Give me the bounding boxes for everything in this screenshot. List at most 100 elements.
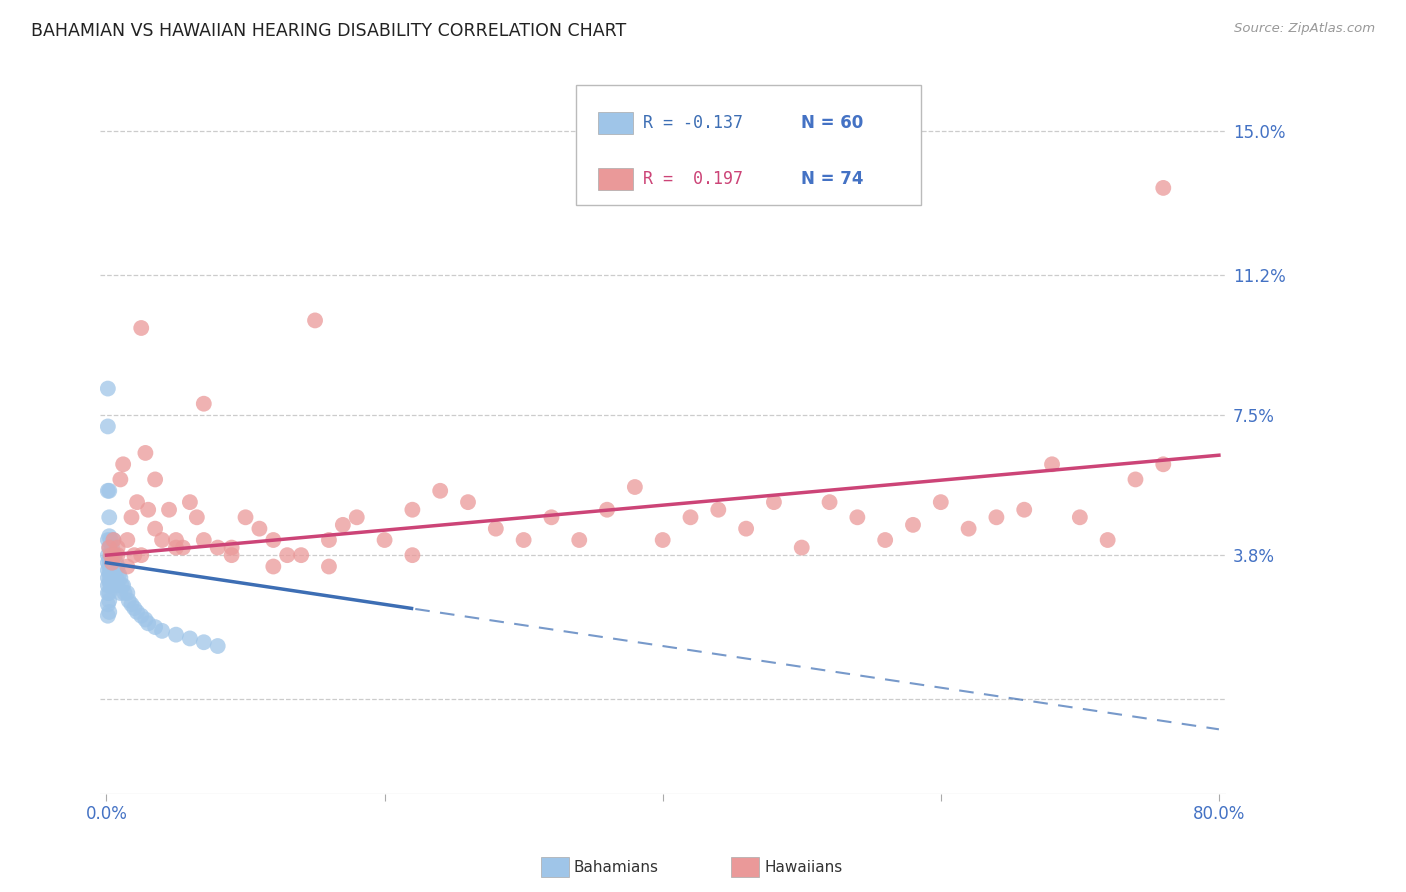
Point [98,541,121,555]
Point [100,548,122,562]
Point [117,533,139,547]
Point [107,541,129,555]
Point [110,571,132,585]
Point [735,522,758,536]
Point [129,548,152,562]
Point [98,574,121,589]
Point [103,548,125,562]
Point [568,533,591,547]
Point [157,502,180,516]
Point [221,548,243,562]
Text: Bahamians: Bahamians [574,860,658,874]
Point [262,533,284,547]
Point [485,522,508,536]
Point [110,586,132,600]
Point [512,533,534,547]
Point [235,510,257,524]
Point [651,533,673,547]
Point [114,586,136,600]
Point [124,548,146,562]
Point [134,613,156,627]
Point [134,446,156,460]
Point [1069,510,1091,524]
Point [98,593,121,607]
Point [118,593,141,607]
Point [136,616,159,631]
Point [1152,181,1174,195]
Point [332,517,354,532]
Point [165,533,187,547]
Point [957,522,980,536]
Point [596,502,619,516]
Point [374,533,396,547]
Point [107,548,129,562]
Point [193,397,215,411]
Point [221,541,243,555]
Point [121,598,143,612]
Point [112,458,135,472]
Point [143,472,166,486]
Point [401,548,423,562]
Point [97,608,120,623]
Text: R = -0.137: R = -0.137 [643,114,742,132]
Point [1125,472,1147,486]
Point [165,541,187,555]
Point [100,556,122,570]
Text: R =  0.197: R = 0.197 [643,170,742,188]
Point [125,495,148,509]
Point [901,517,924,532]
Point [262,559,284,574]
Point [97,548,120,562]
Point [1152,458,1174,472]
Point [117,559,139,574]
Point [101,556,124,570]
Point [401,502,423,516]
Point [98,586,121,600]
Point [98,483,121,498]
Point [98,605,121,619]
Point [346,510,368,524]
Point [762,495,785,509]
Point [111,578,134,592]
Point [104,563,127,577]
Point [100,548,122,562]
Point [1040,458,1063,472]
Point [290,548,312,562]
Point [179,495,201,509]
Point [150,624,173,638]
Point [97,586,120,600]
Point [104,548,127,562]
Point [304,313,326,327]
Point [107,559,129,574]
Point [143,620,166,634]
Point [129,608,152,623]
Text: BAHAMIAN VS HAWAIIAN HEARING DISABILITY CORRELATION CHART: BAHAMIAN VS HAWAIIAN HEARING DISABILITY … [31,22,626,40]
Point [112,578,135,592]
Point [105,571,128,585]
Point [249,522,271,536]
Point [124,601,146,615]
Point [97,556,120,570]
Point [97,419,120,434]
Point [143,522,166,536]
Text: Hawaiians: Hawaiians [765,860,844,874]
Point [136,502,159,516]
Point [105,556,128,570]
Point [318,533,340,547]
Point [97,563,120,577]
Point [193,533,215,547]
Point [103,563,125,577]
Point [125,605,148,619]
Point [100,563,122,577]
Point [104,548,127,562]
Point [101,541,124,555]
Point [172,541,194,555]
Point [179,632,201,646]
Point [818,495,841,509]
Point [97,483,120,498]
Point [186,510,208,524]
Point [97,571,120,585]
Point [98,552,121,566]
Point [318,559,340,574]
Point [103,533,125,547]
